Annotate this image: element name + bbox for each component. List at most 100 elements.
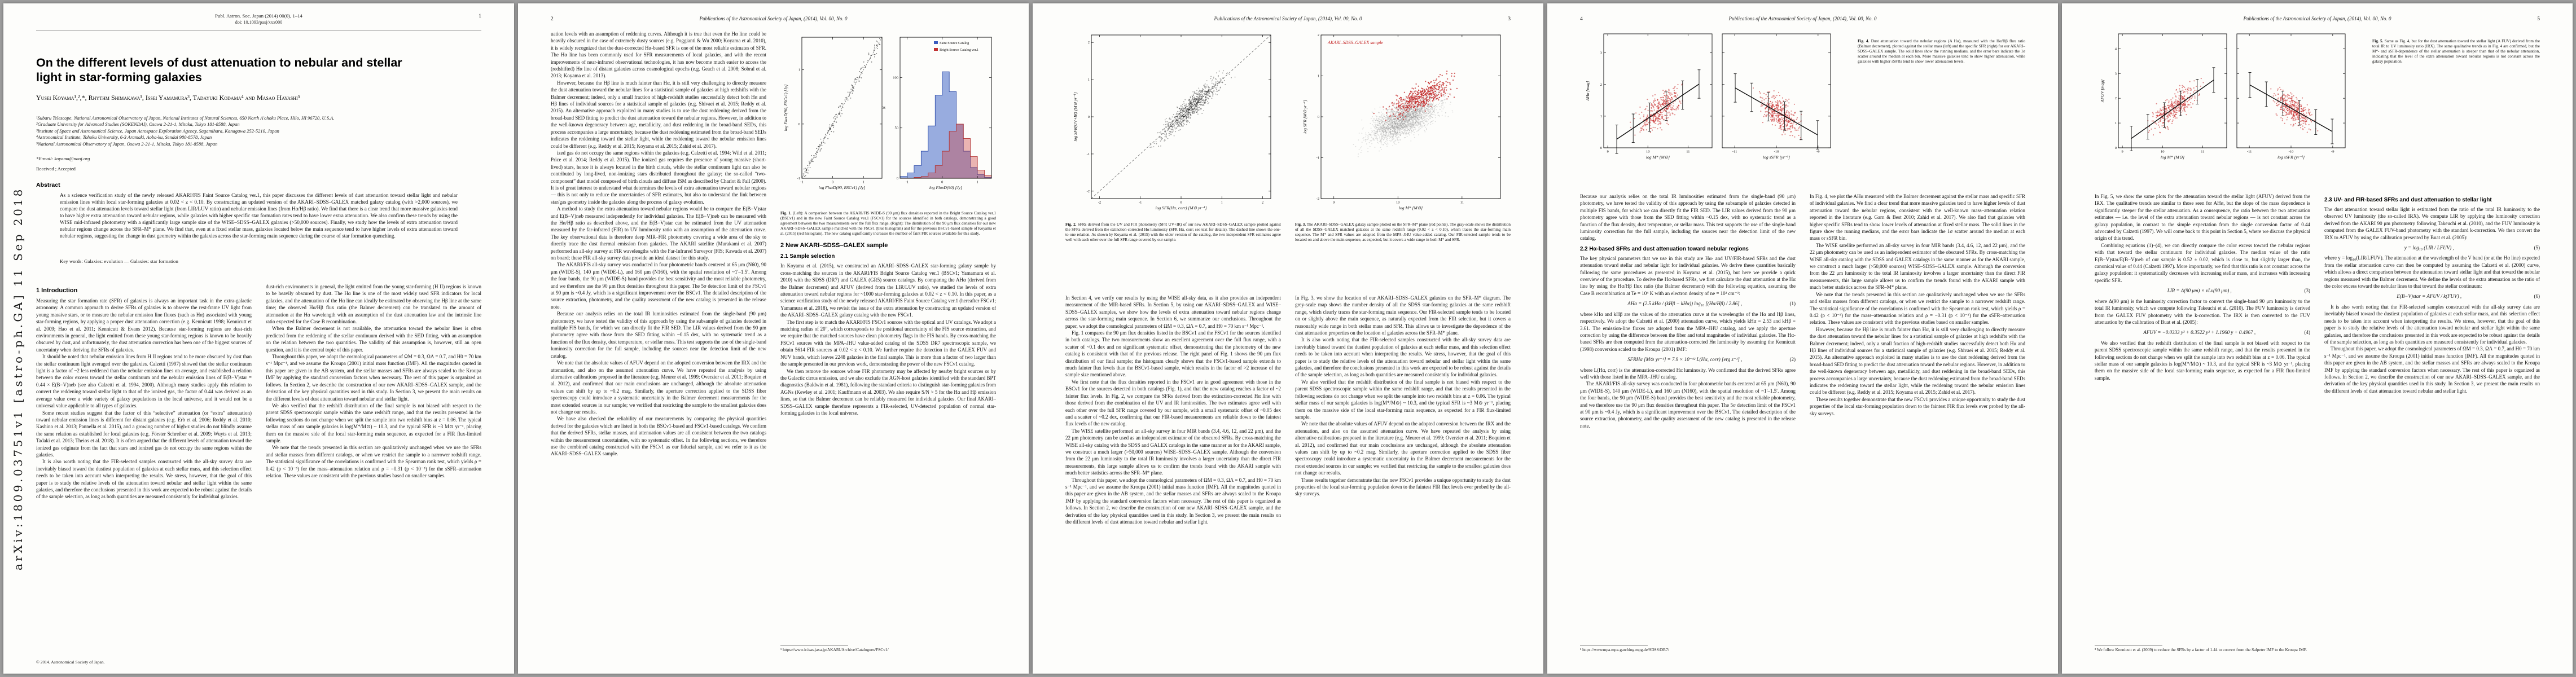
running-header: Publications of the Astronomical Society… <box>1728 16 1877 21</box>
column-blocks: In Fig. 5, we show the same plots for th… <box>2095 193 2310 381</box>
paragraph: We also verified that the redshift distr… <box>1295 379 1511 420</box>
svg-text:0: 0 <box>941 181 943 184</box>
received-accepted: Received ; Accepted <box>36 166 76 172</box>
paragraph: Because our analysis relies on the total… <box>551 311 766 359</box>
svg-text:-1: -1 <box>1316 156 1319 160</box>
svg-text:1: 1 <box>1221 201 1223 205</box>
paragraph: The WISE satellite performed an all-sky … <box>1810 242 2025 291</box>
paragraph: We note that the absolute values of AFUV… <box>551 360 766 415</box>
text-column-left: uation levels with an assumption of redd… <box>551 30 766 652</box>
paragraph: Some recent studies suggest that the fac… <box>36 410 252 458</box>
paragraph: Combining equations (1)–(4), we can dire… <box>2095 242 2310 283</box>
figure-row: -2 -1 0 1 2 -2 -1 0 1 2 log SFR(Hα, corr) [M⊙ yr⁻¹… <box>1065 29 1511 290</box>
paragraph: where kHα and kHβ are the values of the … <box>1580 311 1796 352</box>
running-header-row: 4 Publications of the Astronomical Socie… <box>1580 16 2025 22</box>
paragraph: In Section 4, we verify our results by u… <box>1065 295 1281 329</box>
keywords: Key words: Galaxies: evolution — Galaxie… <box>60 258 178 264</box>
author-list: Yusei Koyama¹,²,*, Rhythm Shimakawa¹, Is… <box>36 94 300 102</box>
svg-text:50: 50 <box>895 126 899 130</box>
figure-1-label: Fig. 1. <box>780 211 792 216</box>
paragraph: Throughout this paper, we adopt the cosm… <box>2324 346 2540 394</box>
equation: LIR = Δ(90 μm) × νLν(90 μm) , (3) <box>2167 288 2310 294</box>
footnote: ³ We follow Kennicutt et al. (2009) to r… <box>2095 647 2307 652</box>
affiliation-5: ⁵National Astronomical Observatory of Ja… <box>36 140 218 147</box>
svg-text:-1: -1 <box>800 181 803 184</box>
svg-text:log FluxD(90, BSCv1) [Jy]: log FluxD(90, BSCv1) [Jy] <box>819 185 866 190</box>
figure-4-label: Fig. 4. <box>1858 39 1870 43</box>
paragraph: The AKARI/FIS all-sky survey was conduct… <box>551 262 766 310</box>
paragraph: The first step is to match the AKARI/FIS… <box>780 319 996 367</box>
svg-text:0: 0 <box>897 177 898 181</box>
paragraph: We have also checked the reliability of … <box>551 416 766 457</box>
svg-text:AKARI–SDSS–GALEX sample: AKARI–SDSS–GALEX sample <box>1327 40 1383 45</box>
paragraph: Throughout this paper, we adopt the cosm… <box>266 354 481 402</box>
text-column-right: -1 0 1 -1 0 1 log FluxD(90, BSCv1) [Jy] log Flu… <box>780 30 996 652</box>
journal-ref: Publ. Astron. Soc. Japan (2014) 00(0), 1… <box>215 13 302 19</box>
paragraph: The dust attenuation toward stellar ligh… <box>2324 206 2540 240</box>
page-number: 5 <box>2537 16 2540 22</box>
copyright-footer: © 2014. Astronomical Society of Japan. <box>36 660 105 665</box>
equation: E(B−V)star = AFUV / k(FUV) , (6) <box>2397 293 2540 300</box>
page-number: 1 <box>479 14 481 19</box>
figure-5-plot: 9 10 1101234log M* [M⊙]AFUV [mag]-11 -10 -9l… <box>2100 33 2346 160</box>
svg-text:0: 0 <box>798 122 800 126</box>
paragraph: The WISE satellite performed an all-sky … <box>1065 428 1281 476</box>
figure-3-caption-text: The AKARI–SDSS–GALEX galaxy sample plott… <box>1295 222 1511 242</box>
page-number: 3 <box>1508 16 1511 22</box>
svg-text:-2: -2 <box>1087 190 1090 194</box>
figure-2-caption-text: SFRs derived from the UV and FIR photome… <box>1065 222 1282 242</box>
footnote: ¹ https://www.ir.isas.jaxa.jp/AKARI/Arch… <box>780 647 889 652</box>
svg-text:N: N <box>881 106 887 110</box>
paragraph: We also verified that the redshift distr… <box>266 402 481 443</box>
column-blocks: 2 New AKARI–SDSS–GALEX sample 2.1 Sample … <box>780 242 996 416</box>
text-column-left: In Fig. 5, we show the same plots for th… <box>2095 193 2310 652</box>
svg-text:2: 2 <box>1318 33 1319 37</box>
paragraph: The AKARI/FIS all-sky survey was conduct… <box>1580 381 1796 429</box>
footnote: ² https://wwwmpa.mpa-garching.mpg.de/SDS… <box>1580 647 1669 652</box>
footnote-block: ² https://wwwmpa.mpa-garching.mpg.de/SDS… <box>1580 644 1796 652</box>
figure-3-caption: Fig. 3. The AKARI–SDSS–GALEX galaxy samp… <box>1295 222 1511 243</box>
affiliation-1: ¹Subaru Telescope, National Astronomical… <box>36 115 335 121</box>
paragraph: Because our analysis relies on the total… <box>1580 194 1796 241</box>
figure-2: -2 -1 0 1 2 -2 -1 0 1 2 log SFR(Hα, corr) [M⊙ yr⁻¹… <box>1065 29 1281 243</box>
paragraph: We also verified that the redshift distr… <box>2095 340 2310 381</box>
page-number: 4 <box>1580 16 1583 22</box>
svg-text:Bright Source Catalog ver.1: Bright Source Catalog ver.1 <box>940 48 978 52</box>
journal-citation: Publ. Astron. Soc. Japan (2014) 00(0), 1… <box>36 13 481 25</box>
paragraph: It is also worth noting that the FIR-sel… <box>2324 304 2540 345</box>
svg-text:10: 10 <box>1396 201 1400 205</box>
text-column-left: Because our analysis relies on the total… <box>1580 193 1796 652</box>
figure-2-label: Fig. 2. <box>1065 222 1077 227</box>
doi: doi: 10.1093/pasj/xxx000 <box>235 20 283 25</box>
section-heading: 2.1 Sample selection <box>780 253 835 260</box>
paragraph: The key physical parameters that we use … <box>1580 255 1796 296</box>
text-column-right: In Fig. 3, we show the location of our A… <box>1295 294 1511 652</box>
svg-text:-2: -2 <box>1316 197 1319 201</box>
svg-text:-1: -1 <box>906 181 909 184</box>
affiliation-2: ²Graduate University for Advanced Studie… <box>36 121 240 128</box>
email-line: *E-mail: koyama@naoj.org <box>36 156 90 161</box>
section-heading: 2.3 UV- and FIR-based SFRs and dust atte… <box>2324 197 2492 203</box>
paragraph: It should be noted that nebular emission… <box>36 354 252 409</box>
svg-text:1: 1 <box>798 68 800 72</box>
paragraph: We then remove the sources whose FIR pho… <box>780 368 996 416</box>
svg-text:1: 1 <box>1318 74 1319 78</box>
abstract-heading: Abstract <box>36 182 60 188</box>
paragraph: A method to study the extra attenuation … <box>551 206 766 261</box>
page-2: 2 Publications of the Astronomical Socie… <box>518 3 1029 674</box>
figure-4-caption-text: Dust attenuation toward the nebular regi… <box>1858 39 2026 64</box>
svg-text:log M* [M⊙]: log M* [M⊙] <box>1399 205 1423 210</box>
figure-2-caption: Fig. 2. SFRs derived from the UV and FIR… <box>1065 222 1281 243</box>
paragraph: We first note that the flux densities re… <box>1065 379 1281 427</box>
text-column-left: In Section 4, we verify our results by u… <box>1065 294 1281 652</box>
figure-4-plot: 9 10 110123log M* [M⊙]AHα [mag]-11 -10 -9log… <box>1585 33 1831 160</box>
paragraph: We note that the trends presented in thi… <box>1810 291 2025 326</box>
paragraph: Measuring the star formation rate (SFR) … <box>36 298 252 353</box>
svg-text:2: 2 <box>1262 201 1263 205</box>
running-header: Publications of the Astronomical Society… <box>699 16 848 21</box>
text-column-right: 2.3 UV- and FIR-based SFRs and dust atte… <box>2324 193 2540 652</box>
affiliations: ¹Subaru Telescope, National Astronomical… <box>36 115 442 147</box>
